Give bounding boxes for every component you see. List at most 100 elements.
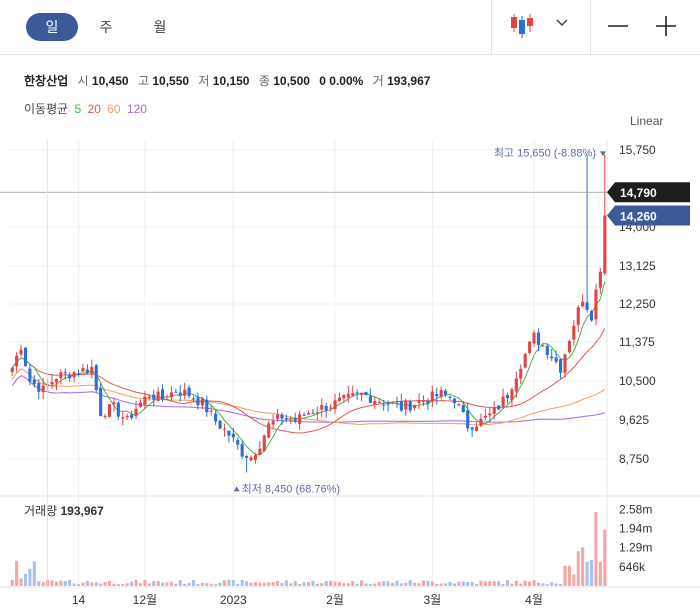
candle-body: [603, 215, 607, 274]
candle: [536, 328, 541, 352]
volume-bar: [514, 580, 518, 586]
candle: [408, 399, 412, 413]
volume-bar: [439, 583, 443, 586]
candle: [532, 330, 536, 347]
volume-bar: [214, 584, 218, 586]
candle: [222, 423, 227, 437]
volume-bar: [275, 580, 280, 586]
candle: [183, 382, 187, 400]
candle-body: [59, 372, 63, 379]
candle: [315, 406, 319, 420]
volume-bar: [528, 581, 532, 586]
candle: [284, 414, 288, 423]
period-day-tab[interactable]: 일: [26, 13, 78, 41]
volume-bar: [32, 561, 36, 586]
candle-body: [245, 456, 249, 458]
candle-body: [572, 325, 576, 340]
candle-body: [121, 417, 125, 419]
volume-bar: [559, 583, 563, 586]
candle-body: [519, 368, 523, 379]
candle-body: [421, 400, 426, 402]
candle: [23, 347, 28, 367]
candle-body: [183, 389, 187, 396]
candle-body: [231, 433, 235, 438]
volume-bar: [174, 583, 178, 586]
candle: [19, 344, 23, 357]
candle: [147, 394, 151, 401]
volume-bar: [333, 581, 337, 586]
candle: [280, 412, 284, 425]
ma-line: [11, 281, 606, 456]
volume-bar: [390, 582, 395, 586]
candle: [85, 364, 89, 375]
candle: [121, 411, 125, 426]
volume-bar: [85, 580, 89, 586]
period-month-tab[interactable]: 월: [153, 19, 167, 35]
candle-body: [165, 398, 169, 400]
candle: [386, 400, 390, 412]
ma60-label[interactable]: 60: [107, 102, 121, 116]
ma20-label[interactable]: 20: [87, 102, 101, 116]
candle: [94, 363, 98, 393]
candle: [293, 412, 297, 424]
candle-body: [377, 401, 381, 403]
candle: [439, 386, 443, 400]
candle: [492, 400, 496, 420]
candle-body: [209, 410, 213, 412]
period-week-tab[interactable]: 주: [99, 19, 113, 35]
volume-bar: [169, 581, 173, 586]
current-price-badge: [607, 205, 690, 226]
candle-body: [408, 401, 412, 411]
candle: [567, 339, 571, 354]
candle-body: [470, 427, 474, 430]
volume-bar: [187, 583, 191, 586]
candle: [603, 154, 607, 276]
scale-type-toggle[interactable]: Linear: [630, 114, 664, 128]
candle-body: [258, 448, 262, 455]
candle: [563, 353, 567, 378]
volume-bar: [231, 580, 235, 586]
candle: [68, 371, 72, 382]
volume-bar: [567, 566, 571, 586]
candle: [413, 404, 417, 411]
volume-bar: [200, 582, 204, 586]
volume-bar: [311, 580, 315, 586]
candle-body: [156, 391, 160, 401]
volume-bar: [523, 580, 527, 586]
volume-bar: [143, 579, 147, 586]
close-label: 종: [258, 74, 270, 88]
volume-bar: [386, 581, 390, 586]
volume-bar: [532, 580, 536, 586]
candle-body: [23, 347, 28, 367]
candle-body: [448, 396, 452, 398]
candle: [333, 393, 337, 414]
candle: [510, 387, 514, 407]
volume-bar: [492, 581, 496, 586]
candle: [37, 379, 41, 400]
candle-body: [125, 415, 129, 418]
candle-body: [63, 372, 67, 374]
ma120-label[interactable]: 120: [126, 102, 147, 116]
volume-bar: [364, 583, 368, 586]
candle: [236, 437, 240, 450]
volume-bar: [541, 583, 545, 586]
volume-bar: [209, 583, 213, 586]
volume-label: 거: [372, 74, 384, 88]
candle-body: [205, 399, 209, 413]
volume-bar: [377, 582, 381, 586]
volume-bar: [156, 581, 160, 586]
candle-body: [563, 354, 567, 374]
candle-body: [430, 391, 434, 402]
candle-body: [116, 402, 120, 417]
volume-bar: [435, 583, 439, 586]
candle-body: [532, 332, 536, 344]
ma5-label[interactable]: 5: [74, 102, 82, 116]
y-tick-label: 10,500: [619, 374, 656, 388]
candle: [249, 455, 253, 462]
candle: [205, 395, 209, 417]
min-price-annotation: 최저 8,450 (68.76%): [242, 482, 341, 495]
volume-bar: [395, 580, 399, 586]
volume-bar: [205, 583, 209, 586]
candle-body: [545, 345, 549, 355]
